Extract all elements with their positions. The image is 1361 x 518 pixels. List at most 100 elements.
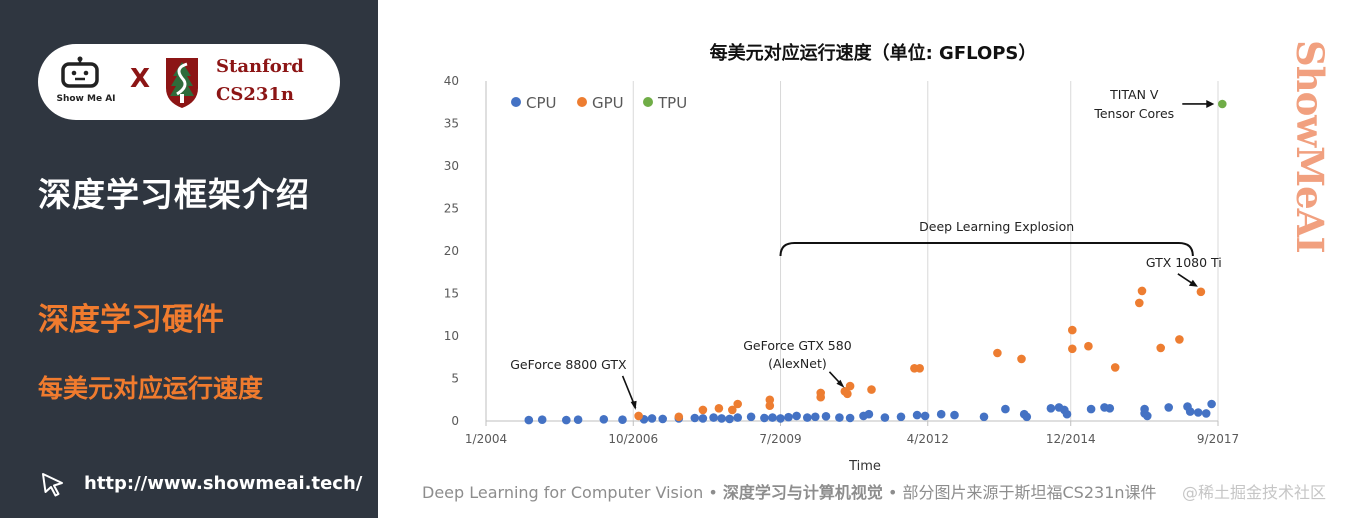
gpu-data-point	[816, 392, 825, 402]
y-tick-label: 30	[444, 159, 459, 173]
cpu-data-point	[835, 413, 844, 422]
cpu-data-point	[1022, 412, 1032, 422]
footer-overlay: @稀土掘金技术社区	[1182, 483, 1327, 502]
cpu-data-point	[920, 411, 930, 421]
site-url-link[interactable]: http://www.showmeai.tech/	[84, 473, 363, 494]
cpu-data-point	[733, 413, 742, 422]
y-tick-label: 20	[444, 244, 459, 258]
y-tick-label: 5	[451, 372, 459, 386]
gpu-data-point	[1175, 335, 1184, 344]
x-tick-label: 12/2014	[1046, 432, 1096, 446]
chart-annotations: GeForce 8800 GTX GeForce GTX 580 (AlexNet)…	[510, 87, 1222, 410]
footer-part3: 部分图片来源于斯坦福CS231n课件	[902, 483, 1157, 502]
y-tick-label: 25	[444, 202, 459, 216]
cpu-data-point	[717, 414, 726, 423]
cpu-data-point	[647, 414, 657, 423]
gpu-data-point	[674, 412, 684, 422]
cpu-data-point	[792, 411, 801, 421]
y-tick-label: 0	[451, 414, 459, 428]
chart-marks	[524, 99, 1227, 425]
x-tick-label: 1/2004	[465, 432, 507, 446]
cpu-data-point	[912, 410, 922, 420]
legend-marker-gpu	[577, 97, 587, 107]
gpu-data-point	[1156, 343, 1165, 353]
brand-text: Show Me AI	[56, 94, 116, 104]
cpu-data-point	[784, 412, 793, 422]
chart-title: 每美元对应运行速度（单位: GFLOPS）	[710, 42, 1037, 64]
cpu-data-point	[709, 413, 718, 422]
annotation-arrowhead	[630, 400, 637, 410]
gpu-data-point	[1135, 298, 1144, 308]
stanford-course: CS231n	[216, 84, 294, 105]
footer-part2: 深度学习与计算机视觉	[722, 483, 883, 502]
annotation-geforce-8800: GeForce 8800 GTX	[510, 357, 627, 372]
gpu-data-point	[1068, 325, 1077, 335]
legend-label-gpu: GPU	[592, 94, 624, 112]
legend-label-tpu: TPU	[657, 94, 687, 112]
cpu-data-point	[524, 415, 534, 425]
cpu-data-point	[760, 413, 769, 423]
annotation-titan-v: TITAN V	[1109, 87, 1159, 102]
y-tick-label: 10	[444, 329, 459, 343]
gpu-data-point	[1068, 344, 1077, 354]
legend-label-cpu: CPU	[526, 94, 557, 112]
x-tick-label: 7/2009	[759, 432, 801, 446]
gpu-data-point	[765, 401, 775, 411]
cpu-data-point	[690, 413, 700, 423]
gpu-data-point	[1196, 287, 1206, 297]
cpu-data-point	[746, 412, 756, 422]
gpu-data-point	[1137, 286, 1147, 296]
x-axis-label: Time	[848, 459, 881, 474]
cpu-data-point	[1105, 404, 1115, 413]
x-tick-label: 4/2012	[907, 432, 949, 446]
annotation-arrowhead	[836, 379, 845, 388]
annotation-dl-explosion: Deep Learning Explosion	[919, 219, 1074, 234]
cpu-data-point	[599, 415, 609, 424]
footer-part1: Deep Learning for Computer Vision	[422, 483, 704, 502]
robot-logo-icon	[61, 56, 99, 88]
cpu-data-point	[1046, 404, 1056, 413]
cpu-data-point	[1185, 407, 1195, 416]
gpu-data-point	[698, 405, 708, 415]
annotation-tensor-cores: Tensor Cores	[1093, 106, 1174, 121]
y-tick-label: 35	[444, 117, 459, 131]
tpu-data-point	[1218, 99, 1227, 109]
sub-title: 每美元对应运行速度	[38, 374, 264, 403]
topic-title: 深度学习硬件	[38, 302, 224, 338]
gpu-data-point	[915, 364, 924, 373]
gpu-data-point	[1110, 363, 1120, 372]
watermark-text: ShowMeAI	[1288, 40, 1332, 253]
chart-legend: CPU GPU TPU	[511, 94, 687, 112]
cpu-data-point	[776, 414, 785, 423]
cursor-click-icon	[42, 473, 63, 497]
cross-mark: X	[130, 64, 151, 94]
cpu-data-point	[950, 410, 959, 420]
gpu-data-point	[1017, 354, 1026, 364]
cpu-data-point	[658, 414, 667, 424]
footer-sep2: •	[882, 483, 903, 502]
chart-grid	[632, 81, 1219, 421]
annotation-gtx-580: GeForce GTX 580	[743, 338, 851, 353]
left-panel: Show Me AI X Stanford CS231n 深度学习框架介绍 深度…	[0, 0, 378, 518]
cpu-data-point	[537, 415, 547, 425]
gpu-data-point	[845, 381, 855, 391]
cpu-data-point	[864, 409, 874, 419]
x-tick-label: 10/2006	[608, 432, 658, 446]
cpu-data-point	[1001, 404, 1010, 414]
chart: 每美元对应运行速度（单位: GFLOPS） 1/2004 10/2006 7/200…	[444, 42, 1239, 474]
cpu-data-point	[821, 412, 831, 421]
cpu-data-point	[936, 409, 946, 419]
y-tick-label: 15	[444, 287, 459, 301]
stanford-tree-icon	[166, 58, 198, 108]
cpu-data-point	[768, 413, 777, 422]
cpu-data-point	[1193, 408, 1203, 417]
cpu-data-point	[1201, 409, 1211, 418]
stanford-name: Stanford	[216, 56, 304, 77]
legend-marker-cpu	[511, 97, 521, 107]
gpu-data-point	[728, 405, 737, 415]
footer-caption: Deep Learning for Computer Vision • 深度学习…	[422, 479, 1157, 503]
footer-sep1: •	[703, 483, 723, 502]
annotation-alexnet: (AlexNet)	[768, 356, 827, 371]
annotation-arrowhead	[1188, 279, 1198, 287]
gpu-data-point	[1084, 341, 1093, 351]
